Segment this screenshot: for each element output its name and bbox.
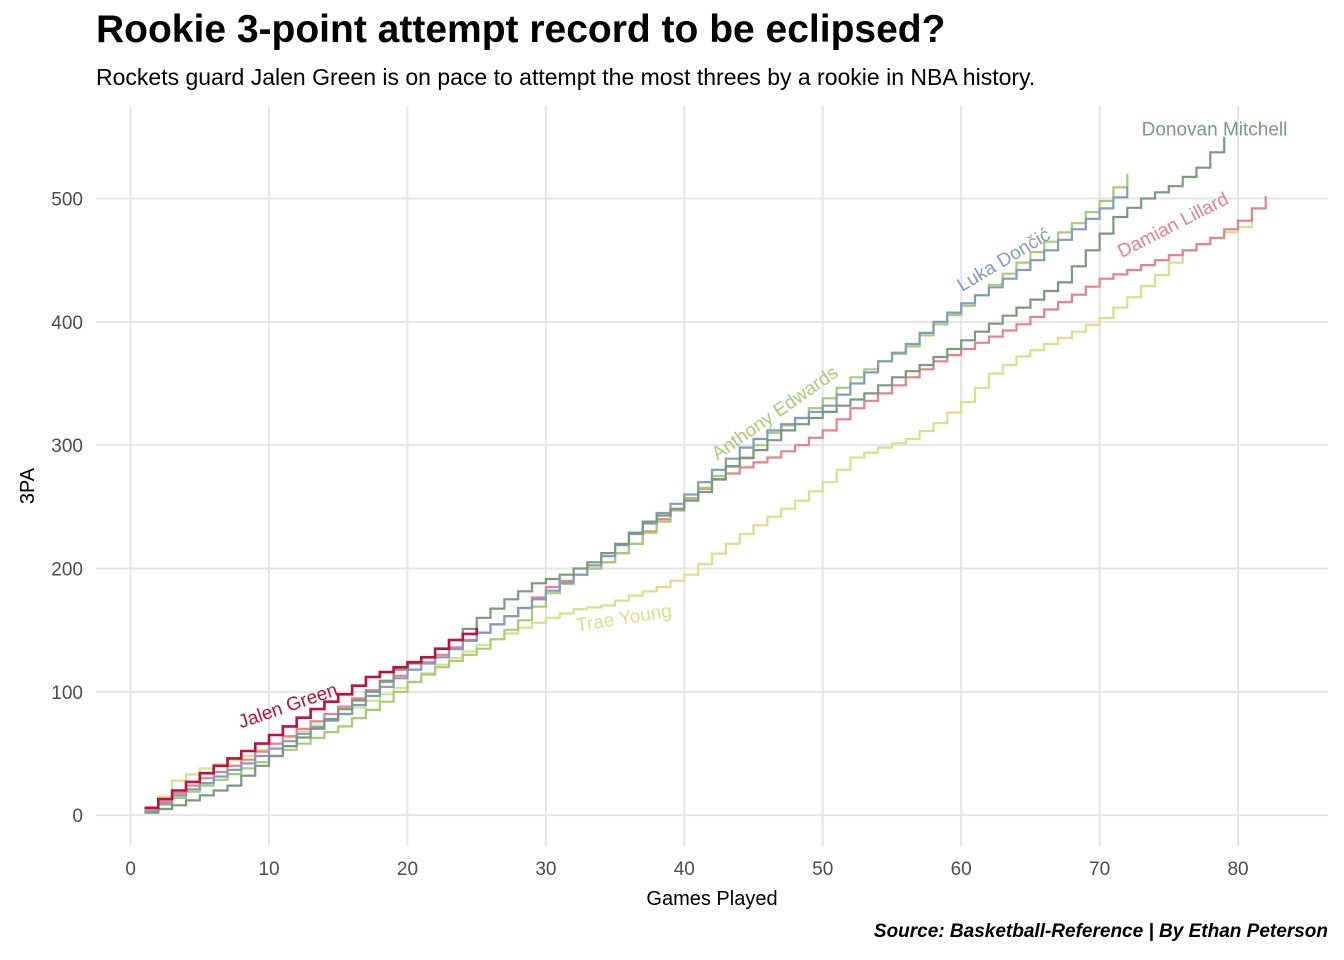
- x-tick-label: 40: [674, 859, 695, 880]
- x-tick-label: 80: [1227, 859, 1248, 880]
- source-caption: Source: Basketball-Reference | By Ethan …: [873, 921, 1328, 942]
- x-tick-label: 50: [812, 859, 833, 880]
- y-tick-label: 200: [51, 560, 83, 581]
- x-tick-label: 10: [258, 859, 279, 880]
- series-label-donovan-mitchell: Donovan Mitchell: [1142, 120, 1288, 141]
- y-tick-label: 300: [51, 436, 83, 457]
- chart-title: Rookie 3-point attempt record to be ecli…: [96, 8, 946, 51]
- series-line-donovan-mitchell: [144, 136, 1226, 814]
- y-tick-label: 400: [51, 313, 83, 334]
- series-line-damian-lillard: [144, 196, 1267, 812]
- series-label-trae-young: Trae Young: [575, 601, 674, 637]
- y-axis-title: 3PA: [17, 467, 39, 504]
- x-axis-title: Games Played: [646, 888, 777, 910]
- x-tick-label: 20: [397, 859, 418, 880]
- chart-subtitle: Rockets guard Jalen Green is on pace to …: [96, 64, 1036, 90]
- x-tick-label: 60: [951, 859, 972, 880]
- series-lines: [144, 136, 1267, 814]
- x-tick-label: 30: [535, 859, 556, 880]
- grid-lines: [96, 106, 1328, 846]
- x-axis-ticks: 0 10 20 30 40 50 60 70 80: [125, 859, 1248, 880]
- series-label-damian-lillard: Damian Lillard: [1114, 189, 1232, 263]
- series-line-anthony-edwards: [144, 173, 1129, 813]
- y-tick-label: 100: [51, 683, 83, 704]
- y-axis-ticks: 0 100 200 300 400 500: [51, 190, 83, 828]
- y-tick-label: 0: [72, 806, 83, 827]
- x-tick-label: 70: [1089, 859, 1110, 880]
- y-tick-label: 500: [51, 190, 83, 211]
- series-line-jalen-green: [144, 627, 478, 810]
- x-tick-label: 0: [125, 859, 136, 880]
